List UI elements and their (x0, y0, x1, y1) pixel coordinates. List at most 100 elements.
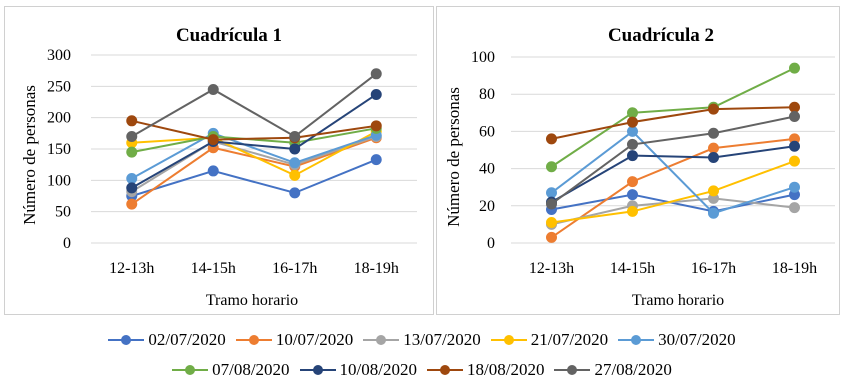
data-point (370, 68, 382, 80)
data-point (207, 134, 219, 146)
y-axis-label: Número de personas (444, 87, 463, 227)
data-point (708, 151, 719, 163)
data-point (627, 176, 638, 188)
x-tick-label: 18-19h (772, 260, 817, 277)
legend-item: 18/08/2020 (427, 360, 544, 380)
y-tick-label: 200 (47, 110, 71, 127)
legend-marker-icon (235, 335, 272, 345)
chart-title: Cuadrícula 1 (176, 25, 282, 46)
legend-item: 07/08/2020 (172, 360, 290, 380)
data-point (708, 207, 719, 219)
data-point (627, 107, 638, 119)
data-point (708, 127, 719, 139)
legend-item: 13/07/2020 (363, 330, 481, 350)
data-point (789, 202, 800, 214)
data-point (789, 181, 800, 193)
legend-item: 30/07/2020 (618, 330, 736, 350)
data-point (546, 187, 557, 199)
y-tick-label: 100 (47, 172, 71, 189)
series-line (550, 130, 795, 215)
chart-cuadricula-1: Cuadrícula 1 Número de personas Tramo ho… (20, 25, 417, 309)
legend-marker-icon (554, 365, 591, 375)
chart-cuadricula-2: Cuadrícula 2 Número de personas Tramo ho… (444, 25, 835, 309)
legend-label: 27/08/2020 (594, 360, 672, 379)
y-tick-label: 300 (47, 47, 71, 64)
data-point (789, 62, 800, 74)
legend-label: 10/08/2020 (339, 360, 417, 379)
legend-label: 18/08/2020 (467, 360, 545, 379)
legend-item: 21/07/2020 (490, 330, 608, 350)
legend-item: 10/08/2020 (299, 360, 417, 380)
series-line (550, 137, 795, 239)
y-tick-label: 50 (55, 204, 71, 221)
y-tick-label: 150 (47, 141, 71, 158)
data-point (708, 142, 719, 154)
data-point (370, 88, 382, 100)
data-point (789, 155, 800, 167)
chart-panel-cuadricula-2: Cuadrícula 2 Número de personas Tramo ho… (436, 6, 840, 315)
data-point (289, 157, 301, 169)
data-point (126, 146, 138, 158)
y-tick-label: 60 (479, 123, 495, 140)
series-line (131, 130, 377, 177)
data-point (207, 83, 219, 95)
series-line (131, 158, 377, 197)
legend-marker-icon (490, 335, 527, 345)
data-point (789, 111, 800, 123)
data-point (546, 217, 557, 229)
chart-panel-cuadricula-1: Cuadrícula 1 Número de personas Tramo ho… (4, 6, 434, 315)
data-point (546, 231, 557, 243)
legend-marker-icon (172, 365, 209, 375)
x-tick-label: 12-13h (529, 260, 574, 277)
y-tick-label: 40 (479, 161, 495, 178)
y-tick-label: 0 (487, 235, 495, 252)
series-line (550, 115, 795, 205)
data-point (627, 138, 638, 150)
data-point (126, 172, 138, 184)
series-line (131, 135, 377, 193)
series-line (131, 93, 377, 189)
data-point (370, 120, 382, 132)
data-point (789, 101, 800, 113)
legend-item: 02/07/2020 (108, 330, 226, 350)
data-point (789, 140, 800, 152)
data-point (546, 198, 557, 210)
legend-item: 10/07/2020 (235, 330, 354, 350)
chart-legend: 02/07/2020 10/07/2020 13/07/2020 21/07/2020… (0, 322, 844, 388)
data-point (126, 130, 138, 142)
data-point (289, 187, 301, 199)
data-point (627, 150, 638, 162)
data-point (546, 133, 557, 145)
data-point (546, 161, 557, 173)
legend-marker-icon (427, 365, 463, 375)
series-line (551, 145, 795, 203)
data-point (708, 103, 719, 115)
y-axis-label: Número de personas (20, 85, 39, 225)
series-line (131, 73, 377, 138)
data-point (126, 182, 138, 194)
legend-marker-icon (618, 335, 655, 345)
x-axis-label: Tramo horario (632, 292, 724, 309)
legend-label: 07/08/2020 (212, 360, 290, 379)
series-line (131, 119, 377, 141)
data-point (207, 165, 219, 177)
legend-label: 02/07/2020 (148, 330, 226, 349)
legend-row: 02/07/2020 10/07/2020 13/07/2020 21/07/2020… (0, 330, 844, 350)
x-tick-label: 16-17h (272, 260, 317, 277)
data-point (289, 130, 301, 142)
data-point (627, 116, 638, 128)
x-tick-label: 12-13h (109, 260, 154, 277)
data-point (627, 125, 638, 137)
plot-area: 0 50 100 150 200 250 300 12-13h 14-15h 16-17h 18-1… (47, 47, 417, 277)
y-tick-label: 80 (479, 86, 495, 103)
chart-title: Cuadrícula 2 (608, 25, 714, 46)
y-tick-label: 0 (63, 235, 71, 252)
data-point (708, 185, 719, 197)
data-point (627, 189, 638, 201)
series-line (551, 160, 795, 224)
data-point (126, 115, 138, 127)
legend-label: 10/07/2020 (275, 330, 354, 349)
x-axis-label: Tramo horario (206, 292, 298, 309)
x-tick-label: 14-15h (610, 260, 655, 277)
